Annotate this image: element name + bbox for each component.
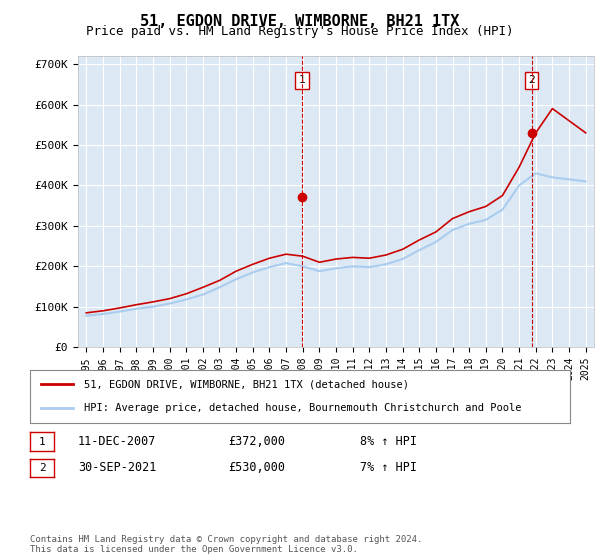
Text: 7% ↑ HPI: 7% ↑ HPI (360, 461, 417, 474)
Text: 2: 2 (528, 75, 535, 85)
Text: 1: 1 (38, 437, 46, 446)
Text: 1: 1 (299, 75, 305, 85)
Text: 11-DEC-2007: 11-DEC-2007 (78, 435, 157, 448)
Text: 8% ↑ HPI: 8% ↑ HPI (360, 435, 417, 448)
Text: £530,000: £530,000 (228, 461, 285, 474)
Text: 51, EGDON DRIVE, WIMBORNE, BH21 1TX: 51, EGDON DRIVE, WIMBORNE, BH21 1TX (140, 14, 460, 29)
Text: Contains HM Land Registry data © Crown copyright and database right 2024.
This d: Contains HM Land Registry data © Crown c… (30, 535, 422, 554)
Text: £372,000: £372,000 (228, 435, 285, 448)
Text: 51, EGDON DRIVE, WIMBORNE, BH21 1TX (detached house): 51, EGDON DRIVE, WIMBORNE, BH21 1TX (det… (84, 380, 409, 390)
Text: 30-SEP-2021: 30-SEP-2021 (78, 461, 157, 474)
Text: 2: 2 (38, 463, 46, 473)
Text: Price paid vs. HM Land Registry's House Price Index (HPI): Price paid vs. HM Land Registry's House … (86, 25, 514, 38)
Text: HPI: Average price, detached house, Bournemouth Christchurch and Poole: HPI: Average price, detached house, Bour… (84, 403, 521, 413)
